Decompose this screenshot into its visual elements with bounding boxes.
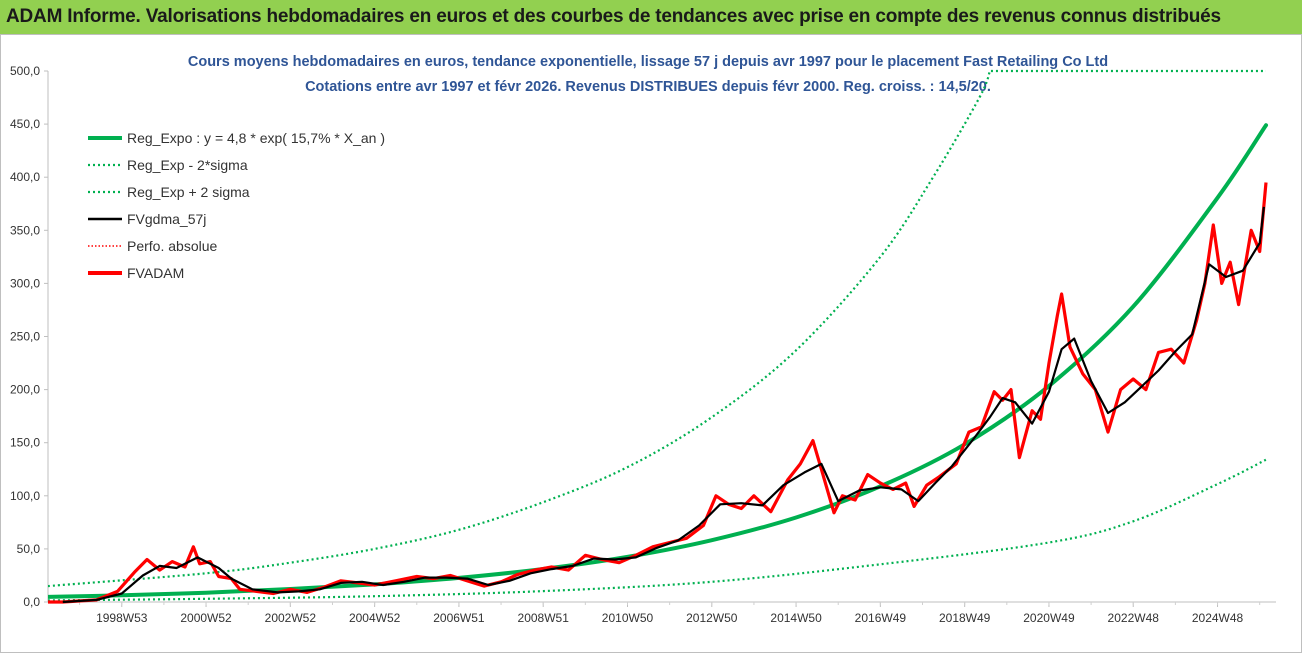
chart-title-line2: Cotations entre avr 1997 et févr 2026. R… bbox=[305, 79, 991, 95]
legend-label-reg-expo: Reg_Expo : y = 4,8 * exp( 15,7% * X_an ) bbox=[127, 130, 385, 146]
x-tick-label: 2014W50 bbox=[770, 611, 822, 625]
x-tick-label: 1998W53 bbox=[96, 611, 148, 625]
x-tick-label: 2002W52 bbox=[265, 611, 317, 625]
x-tick-label: 2022W48 bbox=[1108, 611, 1160, 625]
series-fvadam-line bbox=[48, 182, 1268, 604]
legend-label-sigma-minus: Reg_Exp - 2*sigma bbox=[127, 157, 248, 173]
y-tick-label: 200,0 bbox=[10, 383, 40, 397]
x-tick-label: 2006W51 bbox=[433, 611, 485, 625]
y-tick-label: 450,0 bbox=[10, 117, 40, 131]
y-tick-label: 100,0 bbox=[10, 489, 40, 503]
report-banner: ADAM Informe. Valorisations hebdomadaire… bbox=[0, 0, 1302, 35]
series-fvgdma-line bbox=[62, 206, 1265, 604]
legend-label-fvadam: FVADAM bbox=[127, 265, 184, 281]
y-tick-label: 350,0 bbox=[10, 223, 40, 237]
y-tick-label: 300,0 bbox=[10, 276, 40, 290]
series-layer bbox=[48, 70, 1268, 604]
legend-label-perfo: Perfo. absolue bbox=[127, 238, 217, 254]
x-tick-label: 2010W50 bbox=[602, 611, 654, 625]
x-tick-label: 2000W52 bbox=[180, 611, 232, 625]
series-sigma-minus-line bbox=[48, 458, 1267, 602]
x-tick-label: 2020W49 bbox=[1023, 611, 1075, 625]
x-tick-label: 2016W49 bbox=[855, 611, 907, 625]
x-tick-label: 2024W48 bbox=[1192, 611, 1244, 625]
x-tick-label: 2004W52 bbox=[349, 611, 401, 625]
legend-label-sigma-plus: Reg_Exp + 2 sigma bbox=[127, 184, 250, 200]
x-tick-label: 2012W50 bbox=[686, 611, 738, 625]
y-tick-label: 150,0 bbox=[10, 436, 40, 450]
legend-label-fvgdma: FVgdma_57j bbox=[127, 211, 206, 227]
y-tick-label: 50,0 bbox=[17, 542, 41, 556]
y-tick-label: 500,0 bbox=[10, 64, 40, 78]
y-tick-label: 250,0 bbox=[10, 330, 40, 344]
x-tick-label: 2008W51 bbox=[518, 611, 570, 625]
y-tick-label: 0,0 bbox=[23, 595, 40, 609]
legend: Reg_Expo : y = 4,8 * exp( 15,7% * X_an )… bbox=[88, 130, 385, 281]
report-title: ADAM Informe. Valorisations hebdomadaire… bbox=[6, 6, 1221, 27]
chart-title-line1: Cours moyens hebdomadaires en euros, ten… bbox=[188, 54, 1108, 70]
axes: 0,0 50,0 100,0 150,0 200,0 250,0 300,0 350,0 400… bbox=[10, 64, 1276, 625]
x-tick-label: 2018W49 bbox=[939, 611, 991, 625]
series-sigma-plus-line bbox=[48, 70, 991, 588]
y-tick-label: 400,0 bbox=[10, 170, 40, 184]
